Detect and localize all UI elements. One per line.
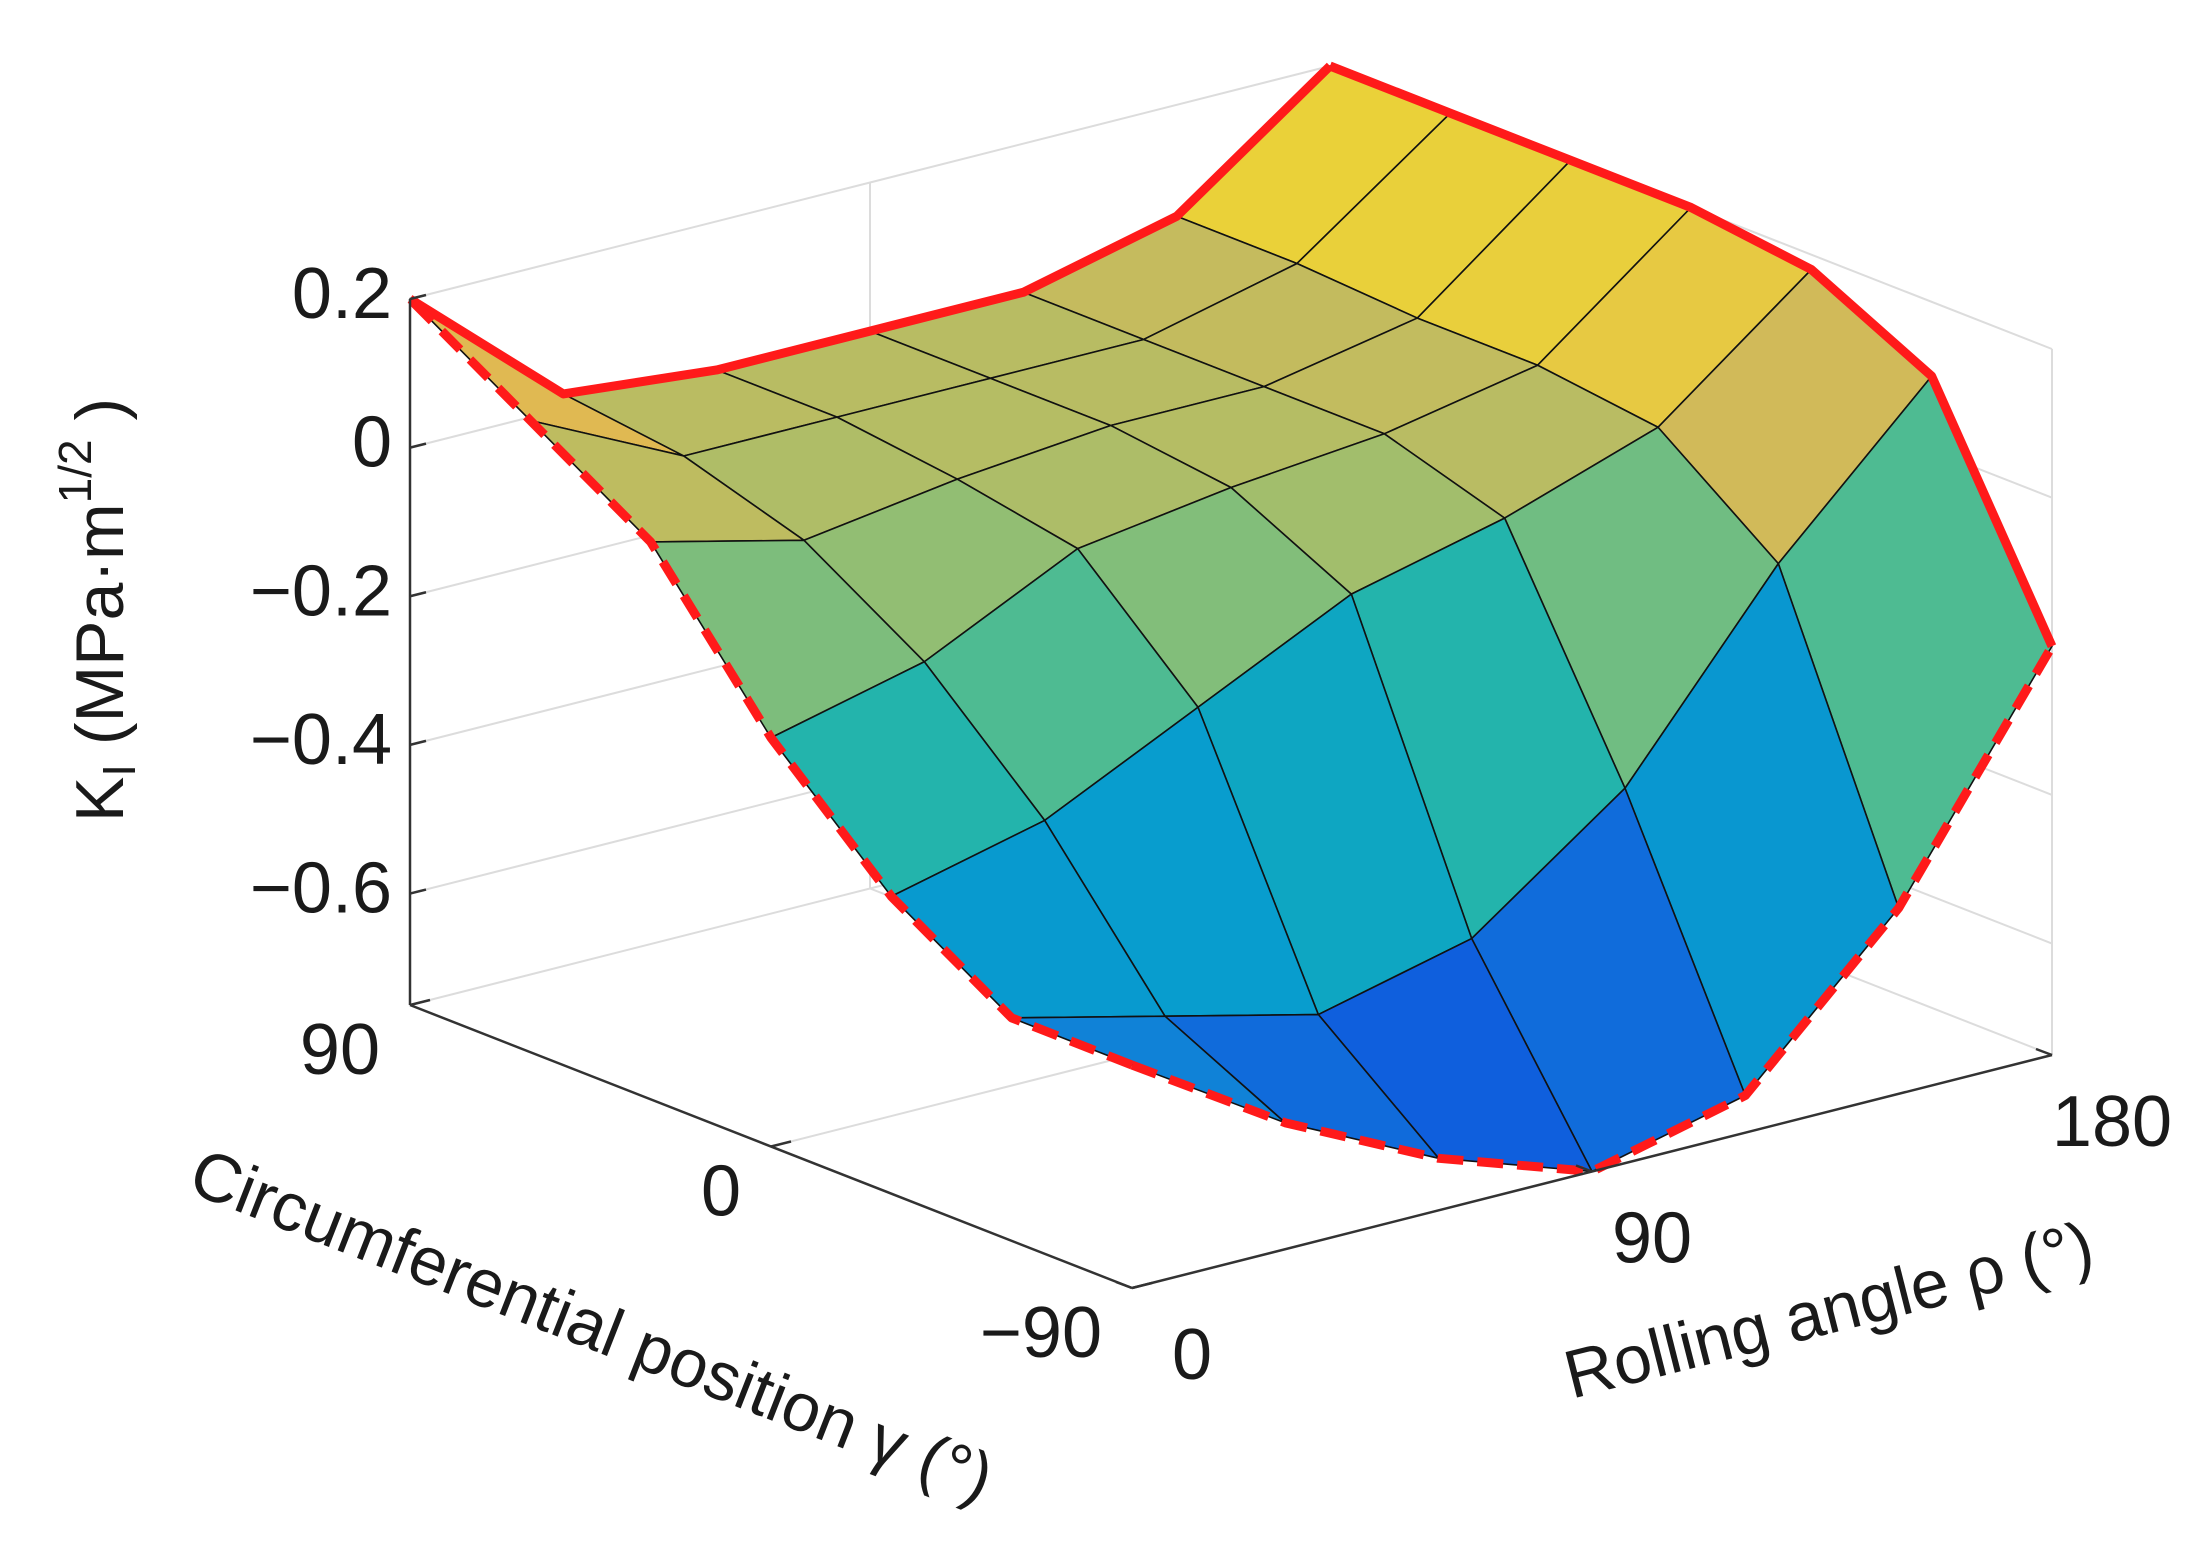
- y-tick-label: −90: [980, 1293, 1102, 1373]
- axes: −0.6 −0.4 −0.2 0 0.2 −90 0 90 0 90 180: [250, 254, 2172, 1395]
- surface-edge: [407, 62, 1334, 399]
- y-axis-label: Circumferential position γ (°): [180, 1134, 1004, 1517]
- y-tick-label: 90: [300, 1010, 380, 1090]
- y-tick: [1131, 1281, 1153, 1290]
- z-tick: [409, 591, 427, 598]
- surface-edge: [1130, 643, 2056, 1176]
- z-label-unit: (MPa·m: [62, 503, 138, 764]
- surface-edge: [1328, 61, 2057, 649]
- z-label-sup: 1/2: [49, 439, 101, 503]
- y-tick-label: 0: [701, 1152, 741, 1232]
- z-tick-label: −0.2: [250, 551, 392, 631]
- z-tick-label: −0.6: [250, 849, 392, 929]
- z-label-close: ): [62, 398, 138, 440]
- y-tick: [409, 998, 431, 1007]
- z-label-main: K: [62, 777, 138, 822]
- z-tick: [409, 293, 427, 301]
- z-tick: [409, 888, 427, 895]
- x-tick-label: 90: [1612, 1199, 1692, 1279]
- z-axis-label: KI (MPa·m1/2 ): [49, 398, 145, 822]
- z-tick-label: 0.2: [292, 254, 392, 334]
- surface-edge: [406, 295, 1134, 1070]
- surface: [406, 61, 2057, 1176]
- x-tick: [1115, 1280, 1133, 1290]
- x-tick-label: 180: [2052, 1082, 2172, 1162]
- z-tick-label: −0.4: [250, 700, 392, 780]
- y-tick: [770, 1140, 792, 1148]
- z-tick: [409, 739, 427, 747]
- x-tick-label: 0: [1172, 1315, 1212, 1395]
- grid-line: [409, 65, 1331, 300]
- z-tick-label: 0: [352, 403, 392, 483]
- x-tick: [2035, 1047, 2053, 1057]
- z-label-sub: I: [93, 764, 145, 777]
- z-tick: [409, 442, 427, 449]
- x-tick: [1575, 1164, 1593, 1173]
